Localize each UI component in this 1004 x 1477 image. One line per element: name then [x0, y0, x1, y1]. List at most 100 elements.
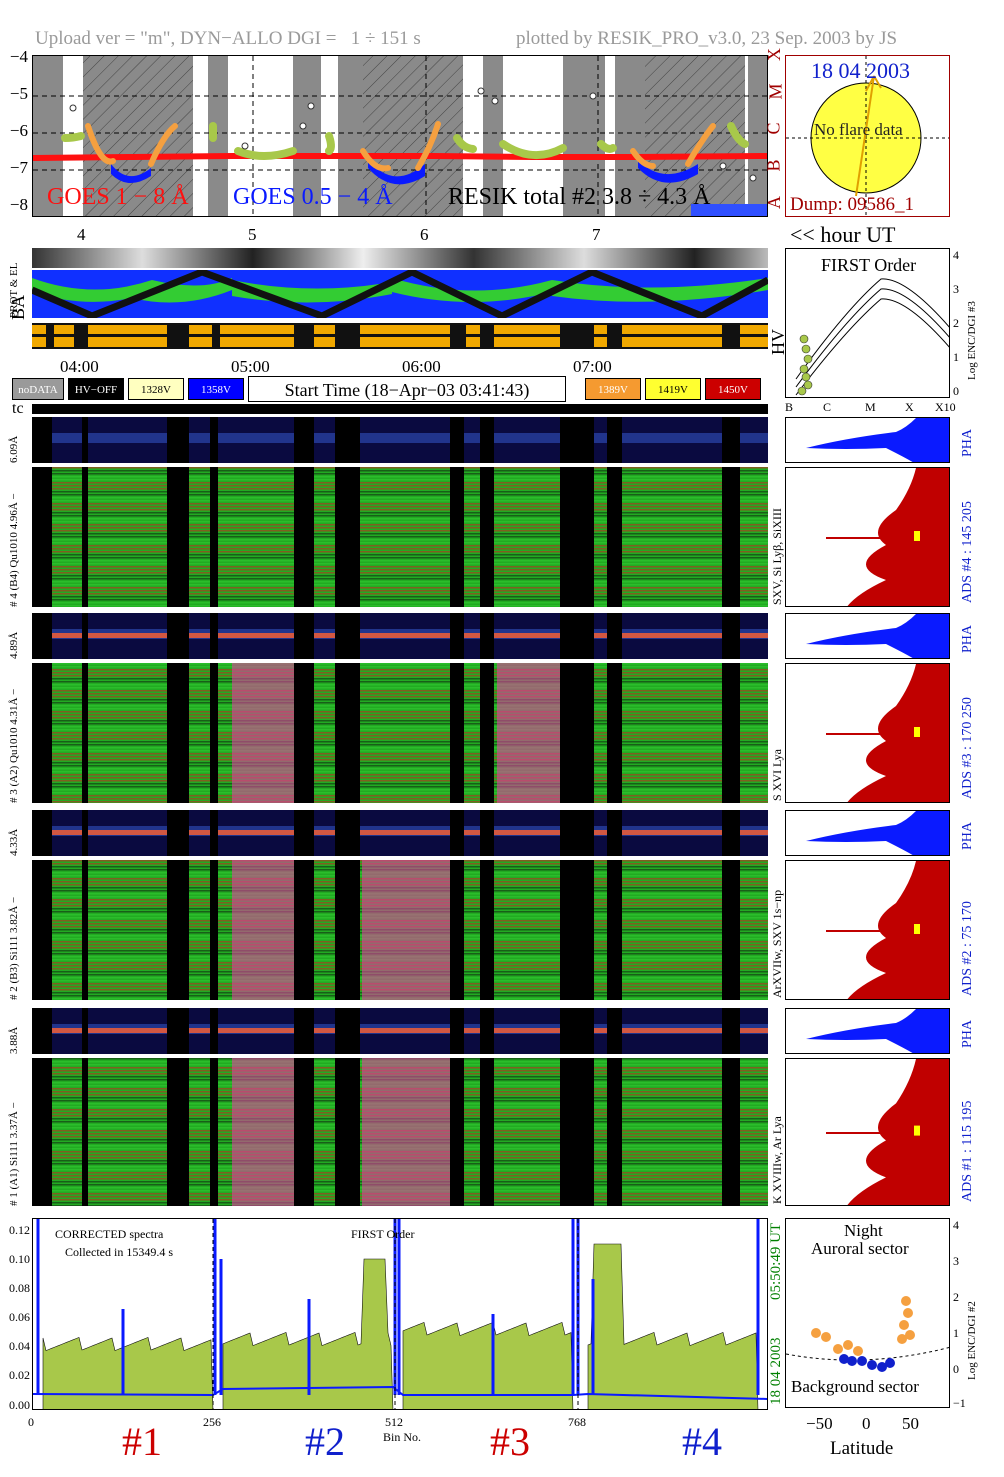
header-left-text: Upload ver = "m", DYN−ALLO DGI = 1 ÷ 151…	[35, 28, 421, 49]
sun-flare-text: No flare data	[814, 120, 903, 139]
first-order-y-tick: 1	[953, 350, 959, 364]
first-order-x-axis: B C M X X10	[785, 400, 956, 414]
spectrum-y-tick: 0.02	[9, 1368, 30, 1382]
pha-strip	[32, 1008, 768, 1054]
spectrum-y-tick: 0.04	[9, 1339, 30, 1353]
orbit-strip	[32, 248, 768, 268]
hour-axis-label: << hour UT	[790, 222, 896, 247]
latitude-auroral: Auroral sector	[811, 1239, 909, 1258]
spectrum-date: 18 04 2003	[768, 1337, 784, 1406]
first-order-x-tick: B	[785, 400, 794, 414]
legend-1419v: 1419V	[645, 378, 701, 400]
goes-y-tick: −8	[9, 195, 28, 214]
latitude-y-tick: 0	[953, 1362, 959, 1376]
channel-label-3: #3	[490, 1419, 530, 1464]
ads-label: ADS #4 : 145 205	[960, 501, 975, 603]
first-order-y-tick: 0	[953, 384, 959, 398]
time-tick: 05:00	[231, 357, 270, 376]
goes-y-tick: −5	[9, 84, 28, 103]
pha-label: PHA	[960, 821, 975, 850]
spectrum-x-tick: 768	[568, 1415, 586, 1429]
spectrum-time: 05:50:49 UT	[768, 1222, 784, 1300]
spectrum-y-tick: 0.00	[9, 1398, 30, 1412]
latitude-x-label: Latitude	[830, 1438, 894, 1459]
goes-05-4-label: GOES 0.5 − 4 Å	[233, 184, 393, 210]
ads-histogram	[785, 1058, 950, 1206]
first-order-svg	[795, 278, 949, 396]
first-order-title: FIRST Order	[821, 255, 917, 275]
spectrogram-panel	[32, 663, 768, 803]
first-order-x-tick: M	[865, 400, 876, 414]
spectrum-order: FIRST Order	[351, 1227, 415, 1241]
line-label: ArXVIIw, SXV 1s−np	[770, 889, 784, 998]
pha-label: PHA	[960, 428, 975, 457]
ba-hv-svg	[32, 323, 768, 349]
latitude-panel: Night Auroral sector Background sector	[785, 1218, 950, 1408]
pha-strip	[32, 810, 768, 856]
latitude-svg	[786, 1296, 949, 1372]
time-tick: 07:00	[573, 357, 612, 376]
legend-start-time: Start Time (18−Apr−03 03:41:43)	[248, 376, 566, 402]
pha-strip	[32, 613, 768, 659]
goes-y-tick: −7	[9, 158, 28, 177]
first-order-panel: FIRST Order	[785, 248, 950, 398]
spectrum-x-tick: 0	[28, 1415, 34, 1429]
latitude-x-tick: −50	[806, 1414, 833, 1433]
ads-histogram	[785, 663, 950, 803]
channel-label-2: #2	[305, 1419, 345, 1464]
latitude-y-label: Log ENC/DGI #2	[966, 1301, 978, 1380]
spectrum-title: CORRECTED spectra	[55, 1227, 164, 1241]
time-tick: 06:00	[402, 357, 441, 376]
hour-tick: 5	[248, 225, 257, 244]
first-order-y-tick: 2	[953, 316, 959, 330]
spectrogram-panel	[32, 1058, 768, 1206]
pha-histogram	[785, 810, 950, 856]
spectrum-y-tick: 0.08	[9, 1281, 30, 1295]
detector-label: # 1 (A1) Si111 3.37Å −	[8, 1102, 20, 1206]
legend-hvoff: HV−OFF	[68, 378, 124, 400]
legend-nodata: noDATA	[12, 378, 64, 400]
legend-1328v: 1328V	[128, 378, 184, 400]
spectrum-y-tick: 0.06	[9, 1310, 30, 1324]
latitude-y-tick: −1	[953, 1396, 966, 1410]
pha-histogram	[785, 613, 950, 659]
first-order-x-tick: X	[905, 400, 914, 414]
ads-histogram	[785, 467, 950, 607]
spectrum-panel: CORRECTED spectra Collected in 15349.4 s…	[32, 1218, 768, 1410]
prot-el-panel	[32, 270, 768, 318]
pha-label: PHA	[960, 624, 975, 653]
spectrum-x-label: Bin No.	[383, 1430, 422, 1444]
hour-tick: 6	[420, 225, 429, 244]
resik-total-label: RESIK total #2 3.8 ÷ 4.3 Å	[448, 184, 711, 210]
latitude-x-tick: 50	[902, 1414, 919, 1433]
goes-1-8-label: GOES 1 − 8 Å	[47, 184, 189, 210]
legend-1450v: 1450V	[705, 378, 761, 400]
header-right-text: plotted by RESIK_PRO_v3.0, 23 Sep. 2003 …	[516, 28, 898, 49]
first-order-x-tick: X10	[935, 400, 956, 414]
sun-date: 18 04 2003	[811, 58, 910, 83]
spectrum-svg	[33, 1219, 767, 1409]
latitude-background: Background sector	[791, 1377, 919, 1396]
class-letter: X	[764, 48, 784, 61]
goes-y-tick: −4	[9, 47, 28, 66]
hour-tick: 4	[77, 225, 86, 244]
tc-label: tc	[12, 400, 24, 417]
pha-wavelength-label: 6.09Å	[8, 435, 20, 463]
spectrogram-panel	[32, 467, 768, 607]
pha-histogram	[785, 1008, 950, 1054]
legend-1358v: 1358V	[188, 378, 244, 400]
sun-dump: Dump: 09586_1	[790, 194, 915, 215]
pha-strip	[32, 417, 768, 463]
tc-strip	[32, 404, 768, 414]
channel-label-1: #1	[122, 1419, 162, 1464]
class-letter: C	[763, 122, 784, 135]
latitude-y-axis: −1 0 1 2 3 4	[953, 1218, 966, 1410]
prot-el-svg	[32, 270, 768, 318]
class-letter: A	[764, 196, 784, 209]
first-order-y-tick: 3	[953, 282, 959, 296]
ads-histogram	[785, 860, 950, 1000]
first-order-y-tick: 4	[953, 248, 959, 262]
pha-wavelength-label: 3.88Å	[8, 1026, 20, 1054]
first-order-x-tick: C	[823, 400, 832, 414]
goes-y-axis: −4 −5 −6 −7 −8	[0, 47, 30, 225]
